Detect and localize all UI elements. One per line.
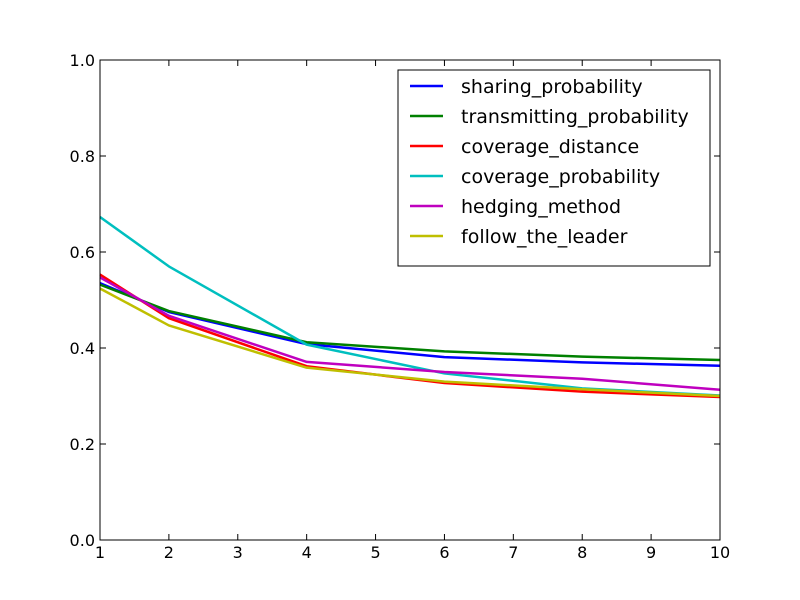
plot-frame (99, 59, 721, 541)
legend: sharing_probability transmitting_probabil… (397, 69, 711, 267)
y-tick-label: 0.6 (70, 243, 95, 262)
series-line-hedging-method (99, 276, 721, 392)
x-tick-label: 7 (508, 543, 518, 562)
y-tick-label: 1.0 (70, 51, 95, 70)
x-tick-label: 1 (95, 543, 105, 562)
legend-label: follow_the_leader (461, 226, 628, 248)
axis-layer: 1 2 3 4 5 6 7 8 9 10 0.0 0.2 0.4 0.6 0.8 1.0 (70, 51, 731, 562)
y-tick-label: 0.4 (70, 339, 95, 358)
x-tick-label: 5 (370, 543, 380, 562)
legend-label: sharing_probability (461, 76, 643, 98)
x-tick-label: 6 (439, 543, 449, 562)
legend-label: hedging_method (461, 196, 621, 218)
legend-label: coverage_distance (461, 136, 639, 158)
x-tick-label: 8 (577, 543, 587, 562)
series-layer (99, 215, 721, 399)
x-tick-label: 4 (302, 543, 312, 562)
legend-label: coverage_probability (461, 166, 660, 188)
series-line-transmitting-probability (99, 283, 721, 362)
y-tick-label: 0.2 (70, 435, 95, 454)
x-tick-label: 2 (164, 543, 174, 562)
legend-label: transmitting_probability (461, 106, 689, 128)
series-line-follow-the-leader (99, 287, 721, 398)
y-tick-label: 0.8 (70, 147, 95, 166)
x-tick-label: 3 (233, 543, 243, 562)
legend-box (397, 69, 711, 267)
y-tick-label: 0.0 (70, 531, 95, 550)
x-tick-label: 9 (646, 543, 656, 562)
x-tick-label: 10 (710, 543, 730, 562)
